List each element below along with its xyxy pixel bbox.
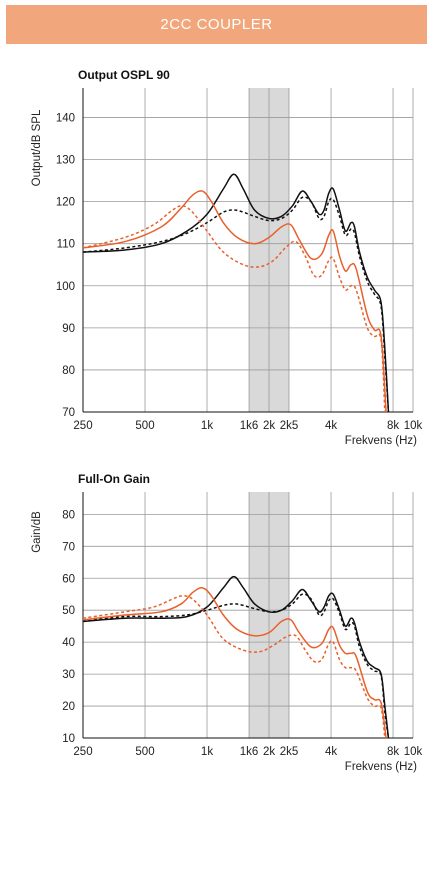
x-tick-label: 10k [404, 746, 423, 758]
x-tick-label: 8k [387, 420, 399, 432]
series-line-black-dashed [82, 196, 390, 413]
x-tick-label: 2k5 [280, 746, 299, 758]
x-tick-label: 500 [135, 746, 154, 758]
y-tick-label: 60 [62, 573, 75, 585]
chart-title-ospl: Output OSPL 90 [78, 68, 170, 82]
chart-full-on-gain: 10 20 30 40 50 60 70 80 250 500 1k 1k6 2k 2k5 4k 8k 10k F… [31, 492, 423, 773]
x-tick-label: 1k [201, 420, 213, 432]
x-tick-label: 4k [325, 420, 337, 432]
chart-title-gain: Full-On Gain [78, 472, 150, 486]
y-tick-label: 10 [62, 733, 75, 745]
x-tick-label: 1k [201, 746, 213, 758]
series-line-orange-solid [82, 587, 387, 739]
x-tick-label: 4k [325, 746, 337, 758]
x-tick-label: 2k [263, 746, 275, 758]
series-line-black-solid [82, 173, 390, 413]
y-tick-label: 100 [56, 281, 75, 293]
series-line-orange-dashed [82, 205, 386, 413]
y-axis-label: Gain/dB [31, 511, 43, 553]
y-tick-label: 30 [62, 669, 75, 681]
x-tick-label: 1k6 [240, 420, 259, 432]
header-title: 2CC COUPLER [160, 16, 273, 33]
x-tick-label: 10k [404, 420, 423, 432]
x-tick-label: 2k5 [280, 420, 299, 432]
header-banner: 2CC COUPLER [6, 5, 427, 44]
series-line-black-dashed [82, 593, 390, 739]
x-axis-label: Frekvens (Hz) [345, 761, 417, 773]
y-tick-label: 40 [62, 637, 75, 649]
x-tick-label: 250 [73, 420, 92, 432]
series-line-orange-dashed [82, 595, 386, 739]
x-tick-label: 8k [387, 746, 399, 758]
y-tick-label: 90 [62, 323, 75, 335]
x-tick-label: 2k [263, 420, 275, 432]
y-tick-label: 80 [62, 509, 75, 521]
x-tick-label: 250 [73, 746, 92, 758]
y-tick-label: 20 [62, 701, 75, 713]
chart-output-ospl90: 70 80 90 100 110 120 130 140 250 500 1k 1k6 2k 2k5 4k 8… [31, 88, 423, 447]
x-axis-label: Frekvens (Hz) [345, 435, 417, 447]
series-line-orange-solid [82, 190, 387, 413]
y-axis-label: Output/dB SPL [31, 109, 43, 186]
y-tick-label: 140 [56, 112, 75, 124]
y-tick-label: 70 [62, 407, 75, 419]
y-tick-label: 50 [62, 605, 75, 617]
y-tick-label: 70 [62, 541, 75, 553]
series-line-black-solid [82, 575, 390, 739]
y-tick-label: 130 [56, 155, 75, 167]
y-tick-label: 110 [57, 239, 75, 251]
y-tick-label: 80 [62, 365, 75, 377]
x-tick-label: 1k6 [240, 746, 259, 758]
y-tick-label: 120 [56, 197, 75, 209]
x-tick-label: 500 [135, 420, 154, 432]
